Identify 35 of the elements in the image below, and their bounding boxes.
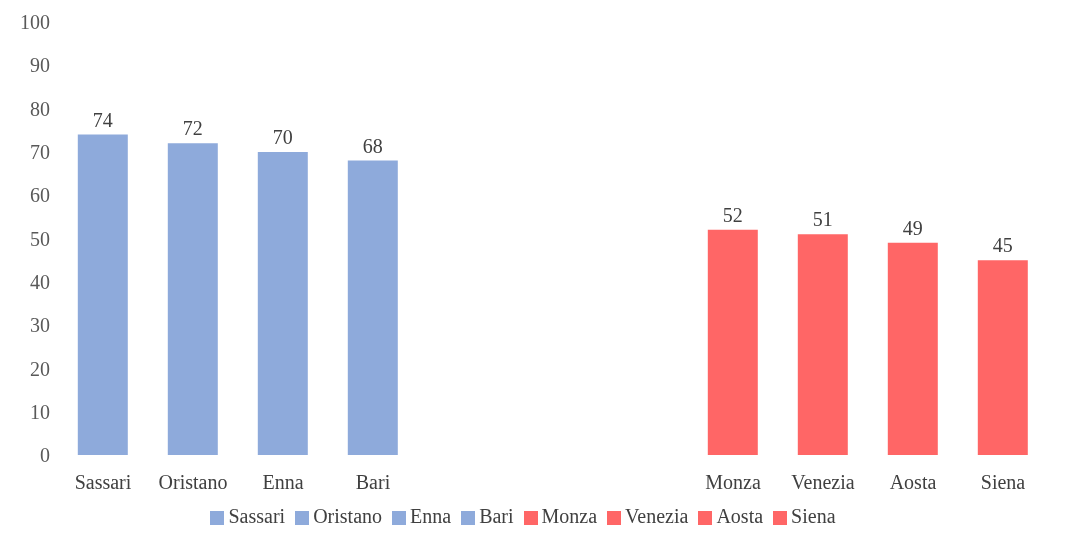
x-tick-label: Enna <box>262 471 304 494</box>
x-tick-label: Venezia <box>791 471 855 494</box>
legend-label: Sassari <box>228 505 286 527</box>
y-tick-label: 90 <box>30 54 50 77</box>
x-tick-label: Bari <box>355 471 391 494</box>
y-tick-label: 80 <box>30 97 50 120</box>
y-tick-label: 50 <box>30 227 50 250</box>
x-tick-label: Sassari <box>74 471 132 494</box>
data-label: 74 <box>92 108 113 131</box>
data-label: 49 <box>902 216 923 239</box>
legend-label: Aosta <box>716 505 764 527</box>
data-label: 51 <box>812 208 833 231</box>
legend-label: Monza <box>541 505 598 527</box>
legend-label: Enna <box>410 505 452 527</box>
data-label: 52 <box>722 203 743 226</box>
legend-label: Venezia <box>625 505 689 527</box>
x-tick-label: Siena <box>980 471 1026 494</box>
y-tick-label: 10 <box>30 400 50 423</box>
y-tick-label: 70 <box>30 141 50 163</box>
data-label: 70 <box>272 125 293 148</box>
legend-label: Bari <box>479 505 514 527</box>
y-tick-label: 0 <box>40 444 50 467</box>
y-tick-label: 60 <box>30 184 50 207</box>
data-label: 72 <box>182 117 203 140</box>
y-tick-label: 40 <box>30 270 50 293</box>
legend-label: Siena <box>791 505 836 527</box>
x-tick-label: Monza <box>705 471 761 494</box>
x-tick-label: Aosta <box>889 471 937 494</box>
legend-label: Oristano <box>313 505 383 527</box>
y-tick-label: 100 <box>20 11 50 34</box>
y-tick-label: 20 <box>30 357 50 380</box>
data-label: 68 <box>362 134 383 157</box>
y-tick-label: 30 <box>30 314 50 337</box>
data-label: 45 <box>992 234 1013 257</box>
x-tick-label: Oristano <box>158 471 228 494</box>
